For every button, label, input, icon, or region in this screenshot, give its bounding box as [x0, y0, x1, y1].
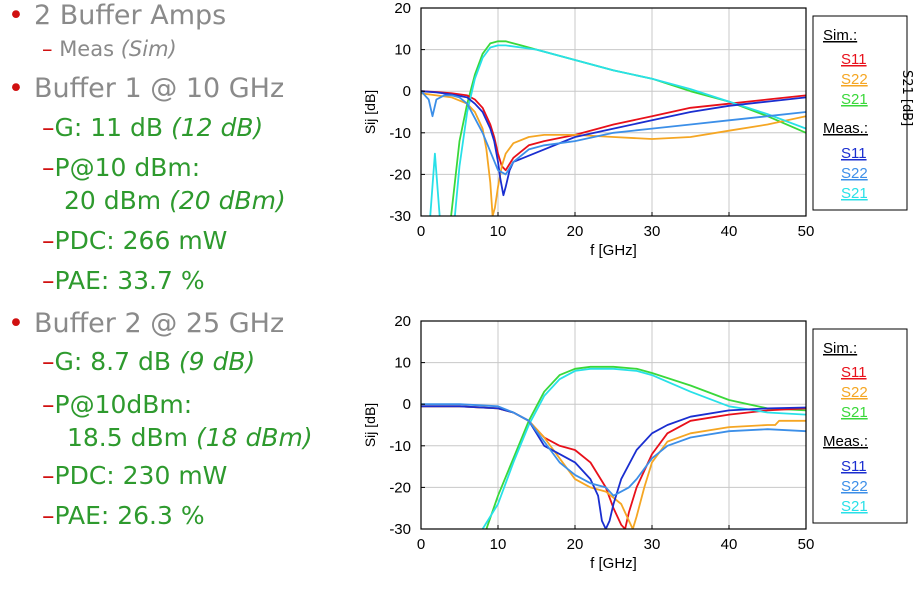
- series-line-meas-s21: [429, 44, 806, 216]
- plot-frame: [420, 7, 807, 217]
- x-axis-label: f [GHz]: [590, 242, 637, 259]
- series-line-meas-s11: [421, 90, 806, 197]
- x-tick-label: 50: [798, 223, 815, 240]
- x-tick-label: 30: [644, 536, 661, 553]
- y-axis-label: Sij [dB]: [362, 90, 378, 134]
- buffer2-gain: –G: 8.7 dB (9 dB): [42, 347, 256, 376]
- x-tick-label: 0: [417, 536, 425, 553]
- legend-meas-s22: S22: [841, 478, 868, 495]
- legend-sim-s21: S21: [841, 404, 868, 421]
- plot-frame: [420, 320, 807, 530]
- legend-meas-s22: S22: [841, 165, 868, 182]
- x-tick-label: 40: [721, 223, 738, 240]
- bullet-meas-sim: – Meas (Sim): [42, 37, 177, 61]
- series-line-sim-s11: [421, 90, 806, 172]
- x-tick-label: 10: [490, 536, 507, 553]
- x-tick-label: 10: [490, 223, 507, 240]
- buffer2-power-value: 18.5 dBm (18 dBm): [67, 423, 313, 452]
- legend-sim-s11: S11: [841, 364, 867, 381]
- legend-sim-title: Sim.:: [823, 27, 857, 44]
- series-group: [421, 365, 806, 529]
- x-tick-label: 20: [567, 536, 584, 553]
- y-tick-label: -20: [389, 479, 411, 496]
- y-tick-label: 0: [403, 83, 411, 100]
- x-tick-label: 40: [721, 536, 738, 553]
- x-tick-label: 20: [567, 223, 584, 240]
- series-group: [421, 40, 806, 216]
- y-tick-label: 0: [403, 396, 411, 413]
- y-axis-label: Sij [dB]: [362, 403, 378, 447]
- legend-box: [812, 328, 908, 524]
- y-tick-label: -10: [389, 125, 411, 142]
- series-line-meas-s21: [481, 367, 806, 529]
- bullet-buffer-1: • Buffer 1 @ 10 GHz: [8, 73, 285, 104]
- legend-meas-s11: S11: [841, 458, 867, 475]
- series-line-sim-s22: [421, 405, 806, 529]
- y-tick-label: -30: [389, 208, 411, 225]
- x-tick-label: 30: [644, 223, 661, 240]
- buffer1-pdc: –PDC: 266 mW: [42, 226, 228, 255]
- legend-meas-s21: S21: [841, 498, 868, 515]
- legend-meas-title: Meas.:: [823, 433, 868, 450]
- buffer1-gain: –G: 11 dB (12 dB): [42, 113, 264, 142]
- buffer1-pae: –PAE: 33.7 %: [42, 266, 205, 295]
- legend-sim-s21: S21: [841, 91, 868, 108]
- legend-sim-s22: S22: [841, 71, 868, 88]
- legend-sim-s22: S22: [841, 384, 868, 401]
- legend-sim-title: Sim.:: [823, 340, 857, 357]
- bullet-buffer-amps: • 2 Buffer Amps: [8, 0, 227, 31]
- series-line-sim-s11: [421, 405, 806, 529]
- series-line-sim-s21: [450, 40, 806, 216]
- legend-meas-s21: S21: [841, 185, 868, 202]
- y-tick-label: 10: [394, 355, 411, 372]
- series-line-sim-s21: [485, 365, 806, 529]
- y-tick-label: 20: [394, 313, 411, 330]
- x-tick-label: 0: [417, 223, 425, 240]
- bullet-list: • 2 Buffer Amps – Meas (Sim) • Buffer 1 @ …: [0, 0, 345, 613]
- y-tick-label: -20: [389, 166, 411, 183]
- series-line-sim-s22: [421, 92, 806, 216]
- buffer1-power-label: –P@10 dBm:: [42, 153, 201, 182]
- buffer2-pae: –PAE: 26.3 %: [42, 501, 205, 530]
- y-tick-label: 10: [394, 42, 411, 59]
- buffer2-power-label: –P@10dBm:: [42, 390, 193, 419]
- edge-axis-label: S21 [dB]: [900, 70, 914, 127]
- series-line-meas-s22: [421, 403, 806, 497]
- buffer2-pdc: –PDC: 230 mW: [42, 461, 228, 490]
- x-tick-label: 50: [798, 536, 815, 553]
- series-line-meas-s11: [421, 405, 806, 529]
- legend-box: [812, 15, 908, 211]
- chart-buffer1: 0 10 20 30 40 50 20 10 0 -10 -20 -30 f [GHz] Sij [dB]…: [362, 0, 908, 259]
- y-tick-label: 20: [394, 0, 411, 17]
- bullet-buffer-2: • Buffer 2 @ 25 GHz: [8, 308, 285, 339]
- x-axis-label: f [GHz]: [590, 555, 637, 572]
- y-tick-label: -30: [389, 521, 411, 538]
- series-line-meas-s22: [421, 90, 806, 176]
- buffer1-power-value: 20 dBm (20 dBm): [64, 186, 286, 215]
- chart-buffer2: 0 10 20 30 40 50 20 10 0 -10 -20 -30 f [GHz] Sij [dB]…: [362, 313, 908, 572]
- legend-meas-title: Meas.:: [823, 120, 868, 137]
- legend-meas-s11: S11: [841, 145, 867, 162]
- y-tick-label: -10: [389, 438, 411, 455]
- legend-sim-s11: S11: [841, 51, 867, 68]
